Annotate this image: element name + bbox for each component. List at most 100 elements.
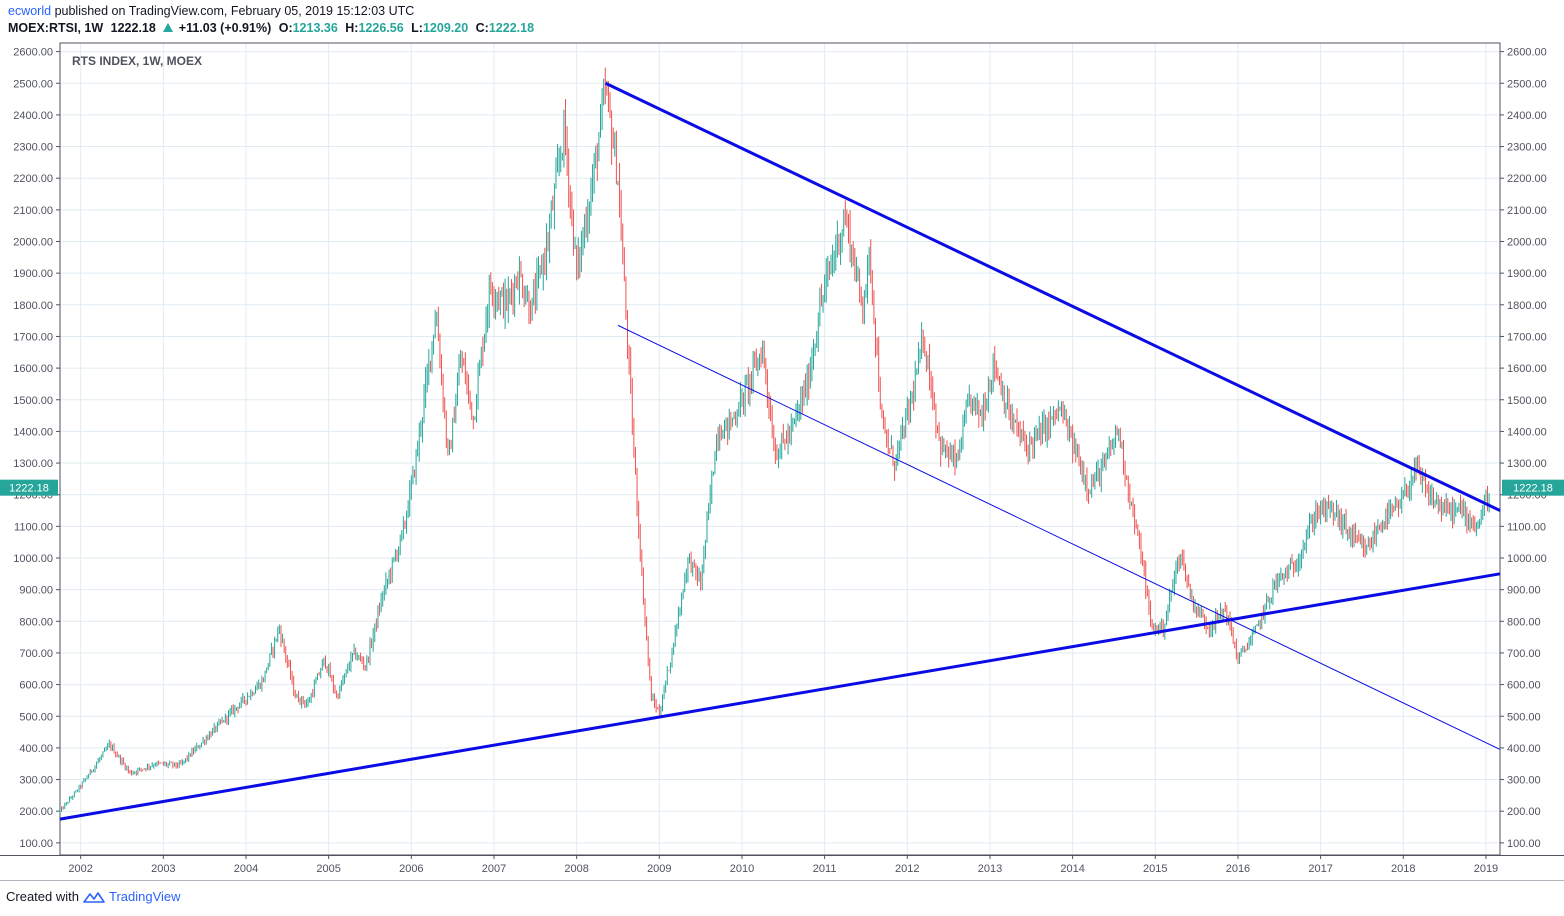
x-tick-label: 2010: [730, 863, 754, 875]
publish-info: ecworld published on TradingView.com, Fe…: [8, 4, 414, 18]
y-tick-label: 1100.00: [14, 521, 53, 533]
y-tick-label: 1700.00: [13, 331, 53, 343]
author-link[interactable]: ecworld: [8, 4, 52, 18]
y-tick-label: 700.00: [1507, 648, 1541, 660]
y-tick-label: 1000.00: [13, 553, 53, 565]
x-tick-label: 2017: [1308, 863, 1332, 875]
close-label: C:: [475, 21, 489, 35]
x-tick-label: 2005: [316, 863, 340, 875]
x-tick-label: 2007: [482, 863, 506, 875]
last-price: 1222.18: [110, 21, 156, 35]
y-tick-label: 600.00: [19, 680, 53, 692]
y-tick-label: 200.00: [1507, 806, 1541, 818]
y-tick-label: 1500.00: [13, 395, 53, 407]
y-tick-label: 700.00: [19, 648, 53, 660]
y-tick-label: 1400.00: [13, 426, 53, 438]
y-tick-label: 2000.00: [13, 237, 53, 249]
chart-title: RTS INDEX, 1W, MOEX: [72, 54, 202, 68]
y-tick-label: 1900.00: [13, 268, 53, 280]
high-value: 1226.56: [358, 21, 404, 35]
last-price-tags: 1222.18 1222.18: [0, 479, 1564, 496]
price-tag-label: 1222.18: [1513, 483, 1553, 495]
y-tick-label: 2600.00: [1507, 47, 1547, 59]
y-tick-label: 900.00: [19, 585, 53, 597]
price-tag-bg: [0, 479, 58, 496]
y-tick-label: 800.00: [1507, 616, 1541, 628]
ohlc-legend: MOEX:RTSI, 1W 1222.18 +11.03 (+0.91%) O:…: [8, 21, 534, 35]
left-price-axis[interactable]: 2600.00 2500.00 2400.00 2300.00 2200.00 2100.…: [13, 47, 60, 850]
y-tick-label: 1300.00: [1507, 458, 1547, 470]
y-tick-label: 2300.00: [1507, 142, 1547, 154]
tradingview-logo-icon: [83, 891, 105, 903]
change-value: +11.03 (+0.91%): [178, 21, 272, 35]
x-tick-label: 2003: [151, 863, 175, 875]
y-tick-label: 2200.00: [1507, 173, 1547, 185]
y-tick-label: 1800.00: [13, 300, 53, 312]
published-text: published on TradingView.com, February 0…: [54, 4, 415, 18]
x-tick-label: 2014: [1060, 863, 1084, 875]
y-tick-label: 500.00: [1507, 711, 1541, 723]
y-tick-label: 2500.00: [13, 78, 53, 90]
x-tick-label: 2015: [1143, 863, 1167, 875]
trendline-upper[interactable]: [604, 81, 1501, 512]
y-tick-label: 800.00: [19, 616, 53, 628]
y-tick-label: 1800.00: [1507, 300, 1547, 312]
x-tick-label: 2011: [813, 863, 837, 875]
y-tick-label: 200.00: [19, 806, 53, 818]
trendline-lower[interactable]: [59, 572, 1501, 821]
y-tick-label: 1400.00: [1507, 426, 1547, 438]
time-axis[interactable]: 2002 2003 2004 2005 2006 2007 2008 2009 2010 2011…: [68, 855, 1498, 875]
up-arrow-icon: [163, 23, 174, 32]
y-tick-label: 1600.00: [1507, 363, 1547, 375]
y-tick-label: 1100.00: [1507, 521, 1546, 533]
y-tick-label: 2000.00: [1507, 237, 1547, 249]
low-label: L:: [411, 21, 423, 35]
x-tick-label: 2004: [234, 863, 258, 875]
x-tick-label: 2008: [564, 863, 588, 875]
price-tag-label: 1222.18: [9, 483, 49, 495]
y-tick-label: 500.00: [19, 711, 53, 723]
open-label: O:: [278, 21, 293, 35]
y-tick-label: 1900.00: [1507, 268, 1547, 280]
x-tick-label: 2002: [68, 863, 92, 875]
x-tick-label: 2019: [1474, 863, 1498, 875]
y-tick-label: 2200.00: [13, 173, 53, 185]
right-price-axis[interactable]: 2600.00 2500.00 2400.00 2300.00 2200.00 2100.…: [1500, 47, 1547, 850]
created-with-label: Created with: [6, 889, 79, 904]
y-tick-label: 1500.00: [1507, 395, 1547, 407]
y-tick-label: 2500.00: [1507, 78, 1547, 90]
x-tick-label: 2009: [647, 863, 671, 875]
candles: [59, 67, 1490, 813]
y-tick-label: 2400.00: [1507, 110, 1547, 122]
y-tick-label: 2100.00: [13, 205, 53, 217]
trendline-channel[interactable]: [617, 324, 1501, 750]
x-tick-label: 2013: [978, 863, 1002, 875]
grid: [60, 43, 1500, 855]
low-value: 1209.20: [422, 21, 469, 35]
x-tick-label: 2018: [1391, 863, 1415, 875]
y-tick-label: 1700.00: [1507, 331, 1547, 343]
y-tick-label: 2300.00: [13, 142, 53, 154]
trendlines[interactable]: [59, 81, 1501, 821]
footer: Created with TradingView: [6, 889, 181, 904]
y-tick-label: 2100.00: [1507, 205, 1547, 217]
y-tick-label: 600.00: [1507, 680, 1541, 692]
y-tick-label: 300.00: [19, 775, 53, 787]
y-tick-label: 1600.00: [13, 363, 53, 375]
tradingview-brand-link[interactable]: TradingView: [108, 889, 181, 904]
y-tick-label: 1300.00: [13, 458, 53, 470]
y-tick-label: 100.00: [19, 838, 53, 850]
x-tick-label: 2016: [1226, 863, 1250, 875]
x-tick-label: 2012: [895, 863, 919, 875]
y-tick-label: 100.00: [1507, 838, 1541, 850]
open-value: 1213.36: [292, 21, 338, 35]
y-tick-label: 900.00: [1507, 585, 1541, 597]
y-tick-label: 1000.00: [1507, 553, 1547, 565]
price-tag-bg: [1502, 479, 1564, 496]
close-value: 1222.18: [488, 21, 535, 35]
y-tick-label: 2400.00: [13, 110, 53, 122]
high-label: H:: [345, 21, 359, 35]
y-tick-label: 300.00: [1507, 775, 1541, 787]
y-tick-label: 2600.00: [13, 47, 53, 59]
